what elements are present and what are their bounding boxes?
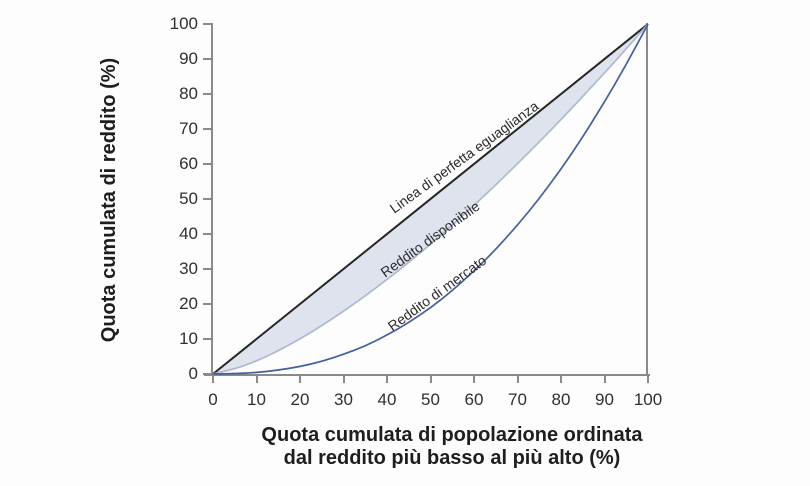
x-tick-mark: [299, 374, 301, 383]
y-axis-line: [211, 23, 213, 375]
y-tick-mark: [203, 233, 212, 235]
x-axis-line: [204, 374, 650, 376]
market-income-curve: [212, 23, 649, 375]
y-tick-mark: [203, 93, 212, 95]
y-tick-mark: [203, 373, 212, 375]
y-tick-mark: [203, 268, 212, 270]
x-tick-label: 70: [508, 390, 527, 409]
perfect-equality-line: [212, 23, 649, 375]
y-tick-mark: [203, 128, 212, 130]
y-axis-title: Quota cumulata di reddito (%): [98, 57, 120, 343]
y-tick-label: 0: [188, 364, 198, 383]
x-tick-label: 100: [633, 390, 663, 409]
x-tick-label: 10: [247, 390, 266, 409]
x-tick-label: 20: [290, 390, 310, 409]
x-tick-mark: [342, 374, 345, 383]
y-tick-mark: [203, 198, 212, 200]
plot-right-border: [646, 23, 648, 376]
y-tick-mark: [203, 338, 212, 340]
x-tick-mark: [473, 374, 475, 383]
x-tick-mark: [647, 374, 649, 383]
x-axis-title-line2: dal reddito più basso al più alto (%): [283, 447, 621, 469]
x-tick-mark: [386, 374, 388, 383]
y-tick-mark: [203, 58, 212, 60]
x-tick-label: 60: [464, 390, 484, 409]
x-tick-mark: [212, 374, 214, 383]
plot-area: [212, 23, 649, 375]
x-tick-label: 0: [208, 390, 218, 409]
disposable-income-curve: [212, 23, 649, 375]
x-axis-title-line1: Quota cumulata di popolazione ordinata: [261, 424, 643, 446]
x-tick-label: 40: [377, 390, 397, 409]
y-tick-label: 90: [179, 49, 198, 68]
x-tick-mark: [560, 374, 562, 383]
x-axis-title: Quota cumulata di popolazione ordinata d…: [212, 424, 692, 470]
x-tick-label: 50: [421, 390, 440, 409]
x-tick-mark: [516, 374, 519, 383]
y-tick-label: 40: [179, 224, 198, 243]
y-tick-label: 20: [179, 294, 198, 313]
x-tick-mark: [429, 374, 432, 383]
y-tick-label: 60: [179, 154, 198, 173]
x-tick-mark: [603, 374, 606, 383]
y-tick-label: 100: [169, 14, 198, 33]
y-tick-label: 30: [179, 259, 198, 278]
y-tick-label: 80: [179, 84, 198, 103]
x-tick-label: 90: [595, 390, 614, 409]
y-tick-label: 10: [179, 329, 198, 348]
y-tick-mark: [203, 303, 212, 305]
y-tick-label: 50: [179, 189, 198, 208]
x-tick-label: 80: [551, 390, 571, 409]
y-tick-label: 70: [179, 119, 198, 138]
y-tick-mark: [203, 23, 212, 25]
y-tick-mark: [203, 163, 212, 165]
x-tick-label: 30: [334, 390, 353, 409]
x-tick-mark: [255, 374, 258, 383]
